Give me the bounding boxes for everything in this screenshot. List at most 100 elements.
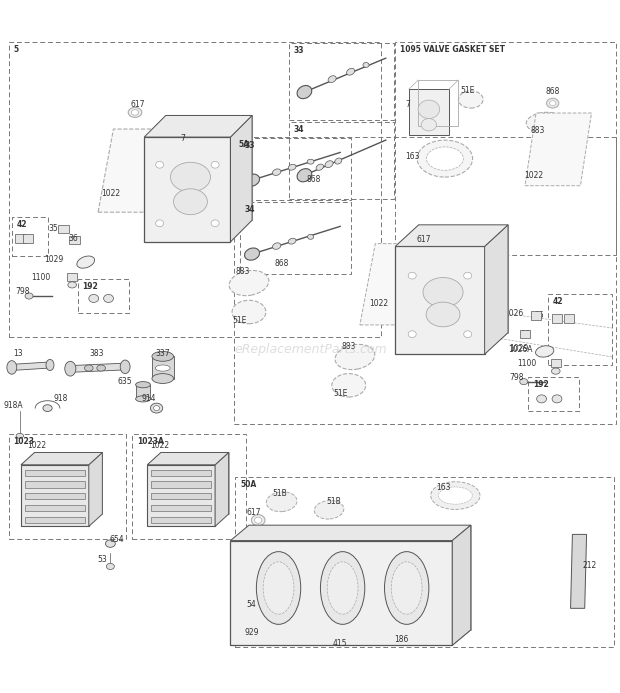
Ellipse shape (263, 562, 294, 614)
Bar (547, 294, 613, 365)
Polygon shape (89, 453, 102, 527)
Ellipse shape (520, 378, 528, 385)
Polygon shape (144, 116, 252, 137)
Ellipse shape (347, 69, 355, 75)
Ellipse shape (64, 361, 76, 376)
Ellipse shape (131, 109, 139, 115)
Text: 54: 54 (247, 599, 256, 608)
Ellipse shape (288, 238, 296, 244)
Bar (12, 217, 48, 256)
Ellipse shape (314, 500, 344, 519)
Text: 7: 7 (405, 100, 410, 109)
Text: 654: 654 (109, 536, 124, 545)
Polygon shape (396, 225, 508, 247)
Ellipse shape (417, 140, 472, 177)
Bar (520, 330, 530, 338)
Ellipse shape (256, 552, 301, 624)
Bar (69, 236, 80, 244)
Bar (564, 315, 574, 323)
Ellipse shape (464, 272, 472, 279)
Text: 51B: 51B (326, 498, 341, 507)
Bar (67, 272, 77, 281)
Text: 45: 45 (395, 272, 405, 281)
Ellipse shape (537, 395, 547, 403)
Ellipse shape (335, 344, 374, 369)
Ellipse shape (104, 295, 113, 302)
Ellipse shape (389, 630, 399, 638)
Ellipse shape (97, 365, 105, 371)
Text: 883: 883 (342, 342, 356, 351)
Text: 918: 918 (54, 394, 68, 403)
Ellipse shape (405, 313, 413, 335)
Ellipse shape (253, 620, 264, 629)
Ellipse shape (120, 360, 130, 374)
Text: 1023: 1023 (14, 437, 35, 446)
Text: 50A: 50A (241, 480, 257, 489)
Ellipse shape (252, 591, 264, 601)
Bar (151, 505, 211, 511)
Ellipse shape (174, 188, 208, 215)
Text: 51B: 51B (272, 489, 287, 498)
Ellipse shape (156, 220, 164, 227)
Text: 1022: 1022 (27, 441, 46, 450)
Ellipse shape (156, 161, 164, 168)
Bar (289, 43, 394, 120)
Text: 36: 36 (69, 234, 78, 243)
Ellipse shape (328, 76, 336, 82)
Text: 7: 7 (180, 134, 185, 143)
Ellipse shape (316, 164, 324, 170)
Text: 918A: 918A (4, 401, 24, 410)
Text: 1095 VALVE GASKET SET: 1095 VALVE GASKET SET (400, 44, 505, 53)
Text: 1022: 1022 (524, 170, 543, 179)
Ellipse shape (339, 635, 350, 643)
Text: 192: 192 (82, 282, 99, 291)
Bar (25, 505, 85, 511)
Bar (395, 42, 616, 255)
Ellipse shape (458, 91, 483, 108)
Ellipse shape (431, 482, 480, 509)
Ellipse shape (211, 220, 219, 227)
Bar (9, 434, 126, 538)
Ellipse shape (551, 368, 560, 374)
Polygon shape (396, 247, 485, 354)
Ellipse shape (152, 351, 174, 361)
Bar (289, 122, 394, 199)
Ellipse shape (335, 158, 342, 164)
Text: 383: 383 (89, 349, 104, 358)
Ellipse shape (391, 562, 422, 614)
Bar (151, 493, 211, 499)
Polygon shape (69, 363, 126, 372)
Ellipse shape (327, 562, 358, 614)
Ellipse shape (107, 563, 114, 570)
Ellipse shape (156, 365, 170, 371)
Polygon shape (144, 137, 231, 242)
Ellipse shape (170, 162, 210, 192)
Text: 914: 914 (142, 394, 156, 403)
Polygon shape (485, 225, 508, 354)
Polygon shape (570, 534, 587, 608)
Polygon shape (249, 525, 471, 630)
Bar (240, 202, 351, 274)
Ellipse shape (423, 277, 463, 307)
Bar (24, 234, 33, 243)
Ellipse shape (332, 374, 366, 397)
Bar (151, 516, 211, 523)
Ellipse shape (7, 360, 17, 374)
Text: eReplacementParts.com: eReplacementParts.com (234, 343, 387, 356)
Ellipse shape (426, 302, 460, 327)
Ellipse shape (399, 277, 417, 288)
Text: 1022: 1022 (101, 189, 120, 198)
Bar (78, 279, 129, 313)
Ellipse shape (77, 256, 95, 268)
Text: 798: 798 (510, 373, 525, 382)
Ellipse shape (16, 433, 24, 438)
Polygon shape (148, 453, 229, 465)
Ellipse shape (399, 301, 417, 312)
Bar (25, 493, 85, 499)
Ellipse shape (273, 243, 281, 249)
Ellipse shape (255, 593, 261, 599)
Bar (552, 315, 562, 323)
Ellipse shape (244, 248, 260, 260)
Ellipse shape (105, 540, 115, 547)
Bar (531, 311, 541, 320)
